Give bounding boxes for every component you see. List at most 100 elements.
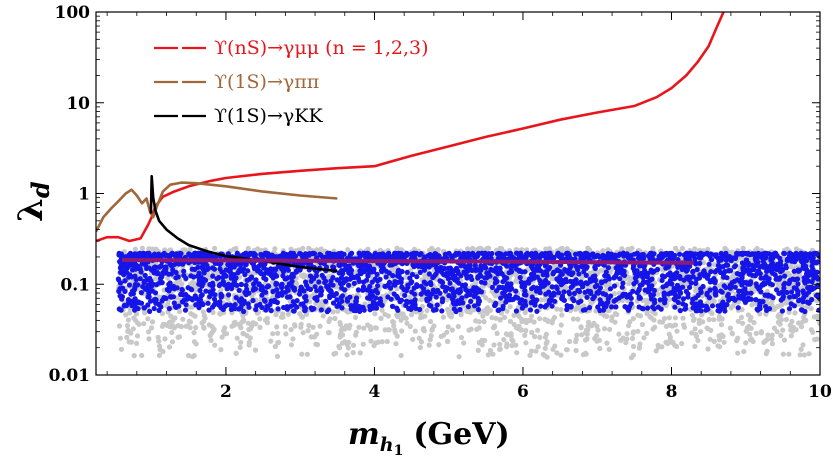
- gray-point: [339, 340, 346, 346]
- blue-point: [801, 275, 807, 281]
- blue-point: [301, 288, 307, 294]
- gray-point: [509, 337, 515, 343]
- blue-point: [245, 268, 251, 274]
- gray-point: [208, 337, 214, 343]
- blue-point: [810, 255, 816, 261]
- gray-point: [240, 330, 246, 337]
- gray-point: [481, 319, 487, 325]
- gray-point: [792, 310, 798, 316]
- gray-point: [679, 340, 685, 347]
- blue-point: [346, 268, 352, 274]
- blue-point: [670, 256, 676, 262]
- gray-point: [461, 340, 467, 346]
- blue-point: [213, 299, 219, 306]
- blue-point: [575, 287, 581, 293]
- blue-point: [718, 269, 724, 276]
- gray-point: [152, 276, 159, 282]
- blue-point: [580, 284, 586, 290]
- gray-point: [160, 321, 166, 327]
- gray-point: [411, 246, 418, 252]
- gray-point: [422, 273, 428, 279]
- gray-point: [741, 348, 747, 355]
- blue-point: [289, 278, 295, 284]
- blue-point: [189, 296, 195, 302]
- gray-point: [689, 330, 695, 336]
- blue-point: [191, 274, 197, 280]
- gray-point: [501, 337, 507, 343]
- blue-point: [730, 255, 736, 261]
- blue-point: [725, 291, 732, 297]
- gray-point: [125, 317, 131, 323]
- blue-point: [708, 269, 714, 275]
- blue-point: [462, 282, 468, 288]
- gray-point: [544, 354, 550, 360]
- gray-point: [139, 352, 145, 359]
- blue-point: [283, 276, 289, 282]
- blue-point: [582, 307, 588, 313]
- blue-point: [706, 261, 712, 267]
- gray-point: [306, 322, 312, 329]
- blue-point: [344, 298, 351, 304]
- gray-point: [202, 315, 208, 321]
- gray-point: [241, 318, 247, 324]
- gray-point: [523, 340, 529, 346]
- gray-point: [245, 320, 251, 326]
- gray-point: [136, 321, 142, 327]
- gray-point: [336, 345, 343, 351]
- gray-point: [124, 323, 131, 329]
- gray-point: [611, 291, 618, 297]
- blue-point: [354, 303, 360, 309]
- blue-point: [268, 266, 274, 272]
- blue-point: [305, 286, 311, 292]
- blue-point: [798, 250, 804, 256]
- blue-point: [632, 275, 639, 281]
- blue-point: [465, 250, 471, 257]
- blue-point: [756, 268, 762, 274]
- blue-point: [724, 275, 730, 281]
- blue-point: [342, 262, 348, 268]
- gray-point: [436, 342, 442, 348]
- blue-point: [213, 254, 219, 260]
- blue-point: [241, 308, 247, 315]
- blue-point: [694, 266, 700, 273]
- gray-point: [237, 344, 243, 350]
- blue-point: [446, 293, 452, 299]
- gray-point: [449, 327, 455, 333]
- gray-point: [490, 351, 496, 357]
- blue-point: [468, 298, 474, 304]
- gray-point: [719, 316, 725, 322]
- gray-point: [523, 320, 529, 326]
- gray-point: [273, 312, 279, 318]
- blue-point: [166, 306, 172, 312]
- gray-point: [401, 313, 407, 319]
- blue-point: [414, 282, 420, 288]
- blue-point: [453, 265, 460, 271]
- gray-point: [718, 322, 725, 328]
- blue-point: [263, 276, 269, 282]
- gray-point: [304, 351, 310, 357]
- blue-point: [151, 305, 157, 312]
- gray-point: [379, 339, 385, 345]
- gray-point: [811, 314, 818, 320]
- gray-point: [778, 332, 784, 339]
- gray-point: [187, 319, 193, 325]
- blue-point: [592, 265, 598, 272]
- blue-point: [259, 284, 265, 290]
- blue-point: [709, 303, 716, 309]
- gray-point: [801, 314, 807, 320]
- blue-point: [779, 267, 786, 273]
- blue-point: [437, 290, 443, 296]
- gray-point: [257, 324, 263, 330]
- gray-point: [808, 327, 815, 333]
- blue-point: [644, 274, 651, 280]
- blue-point: [697, 260, 703, 266]
- gray-point: [398, 352, 404, 359]
- blue-point: [652, 300, 658, 306]
- blue-point: [677, 275, 683, 281]
- gray-point: [644, 300, 650, 306]
- gray-point: [249, 293, 255, 299]
- gray-point: [481, 308, 487, 314]
- gray-point: [156, 352, 162, 358]
- blue-point: [183, 302, 189, 308]
- blue-point: [578, 279, 584, 285]
